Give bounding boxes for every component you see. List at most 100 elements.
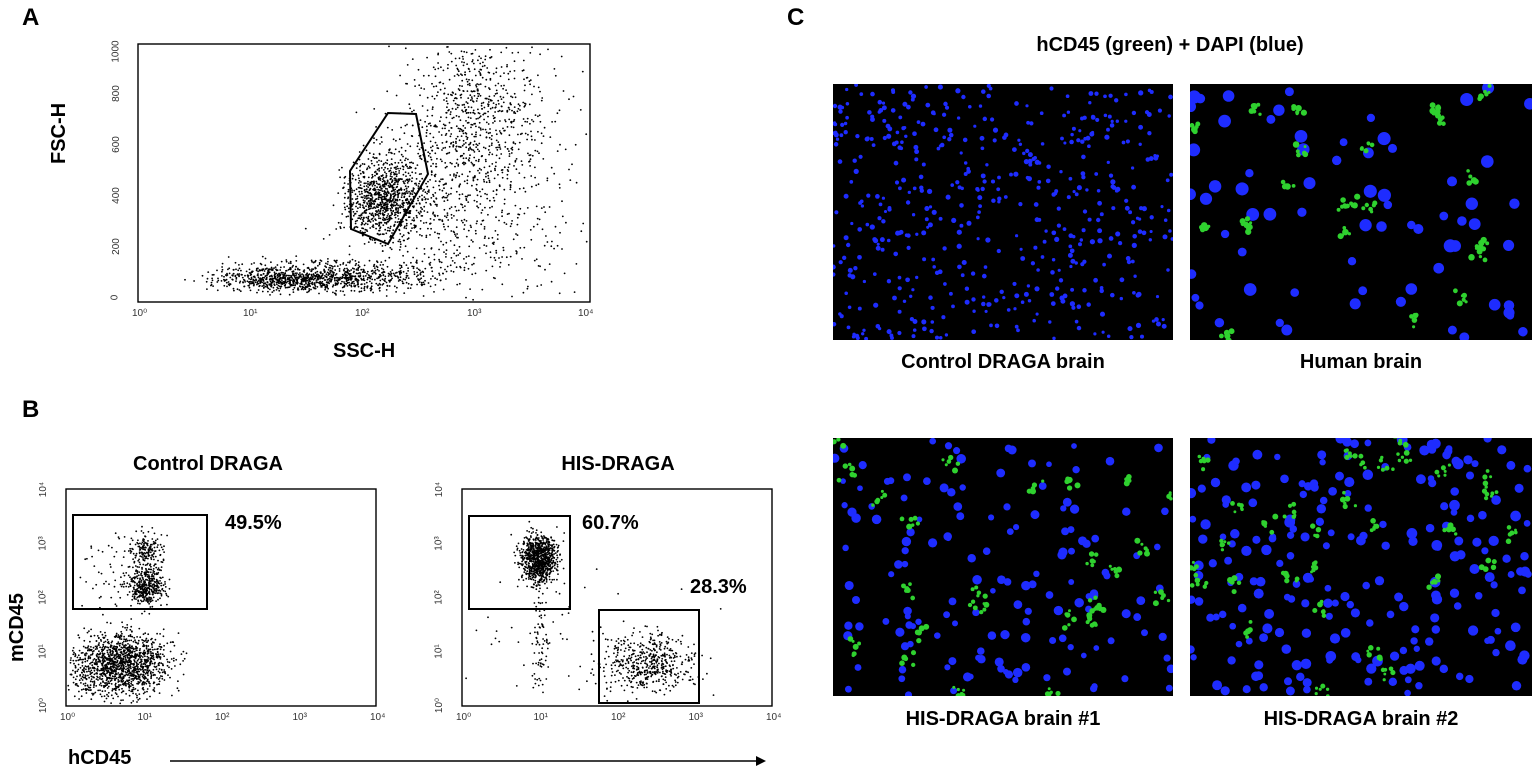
event-dot [471, 90, 474, 93]
event-dot [402, 254, 404, 257]
event-dot [271, 281, 274, 284]
event-dot [159, 590, 162, 592]
event-dot [146, 688, 149, 690]
event-dot [163, 545, 165, 548]
event-dot [173, 644, 176, 647]
event-dot [479, 94, 482, 97]
event-dot [163, 679, 166, 681]
event-dot [450, 52, 453, 55]
event-dot [144, 564, 147, 566]
event-dot [395, 166, 397, 169]
event-dot [485, 252, 487, 255]
event-dot [377, 193, 380, 196]
event-dot [526, 138, 528, 141]
event-dot [396, 221, 399, 224]
event-dot [480, 57, 482, 60]
event-dot [478, 142, 481, 145]
event-dot [353, 285, 355, 287]
event-dot [413, 187, 415, 190]
event-dot [344, 192, 347, 195]
event-dot [161, 675, 163, 678]
event-dot [159, 569, 161, 571]
event-dot [476, 148, 479, 151]
event-dot [144, 691, 146, 694]
event-dot [284, 284, 286, 287]
event-dot [352, 275, 354, 278]
event-dot [257, 276, 260, 279]
event-dot [366, 203, 369, 206]
event-dot [279, 266, 282, 269]
event-dot [585, 240, 588, 243]
event-dot [122, 586, 125, 588]
event-dot [466, 175, 469, 178]
event-dot [335, 294, 337, 296]
event-dot [96, 635, 99, 637]
event-dot [435, 165, 438, 168]
event-dot [118, 537, 121, 540]
event-dot [466, 102, 469, 105]
event-dot [430, 173, 433, 176]
event-dot [474, 175, 476, 178]
event-dot [328, 277, 331, 280]
event-dot [473, 156, 476, 159]
event-dot [301, 277, 304, 280]
event-dot [123, 580, 125, 583]
event-dot [489, 251, 492, 254]
event-dot [429, 203, 432, 205]
event-dot [362, 270, 365, 272]
event-dot [131, 590, 134, 593]
event-dot [142, 545, 144, 547]
event-dot [433, 253, 436, 256]
event-dot [469, 111, 472, 114]
event-dot [498, 185, 501, 188]
event-dot [294, 268, 297, 271]
event-dot [138, 571, 141, 573]
event-dot [305, 282, 307, 285]
event-dot [128, 670, 131, 673]
panel-a-letter: A [22, 4, 40, 31]
event-dot [526, 121, 529, 123]
event-dot [458, 84, 461, 87]
event-dot [210, 281, 213, 284]
event-dot [485, 175, 487, 178]
event-dot [401, 194, 403, 196]
event-dot [444, 196, 446, 199]
event-dot [149, 658, 152, 661]
event-dot [182, 673, 185, 676]
event-dot [397, 180, 400, 183]
event-dot [513, 110, 516, 113]
event-dot [515, 252, 518, 255]
event-dot [269, 268, 271, 271]
event-dot [108, 655, 110, 658]
event-dot [399, 246, 402, 248]
event-dot [378, 229, 380, 232]
event-dot [153, 588, 156, 591]
event-dot [235, 268, 237, 271]
event-dot [119, 583, 122, 586]
event-dot [461, 154, 464, 157]
event-dot [276, 264, 279, 266]
event-dot [378, 168, 380, 170]
event-dot [431, 108, 434, 110]
event-dot [159, 543, 162, 546]
event-dot [487, 213, 489, 216]
event-dot [142, 578, 145, 581]
event-dot [471, 163, 474, 165]
event-dot [384, 171, 386, 174]
event-dot [487, 110, 489, 113]
event-dot [397, 167, 399, 170]
event-dot [135, 649, 138, 652]
event-dot [297, 277, 299, 279]
event-dot [152, 648, 154, 651]
event-dot [114, 682, 117, 685]
event-dot [130, 680, 133, 683]
event-dot [461, 162, 464, 165]
event-dot [436, 214, 439, 217]
event-dot [363, 195, 366, 197]
event-dot [365, 194, 368, 197]
event-dot [124, 646, 127, 648]
event-dot [127, 635, 130, 637]
event-dot [419, 94, 421, 97]
event-dot [232, 268, 235, 271]
event-dot [420, 206, 422, 209]
